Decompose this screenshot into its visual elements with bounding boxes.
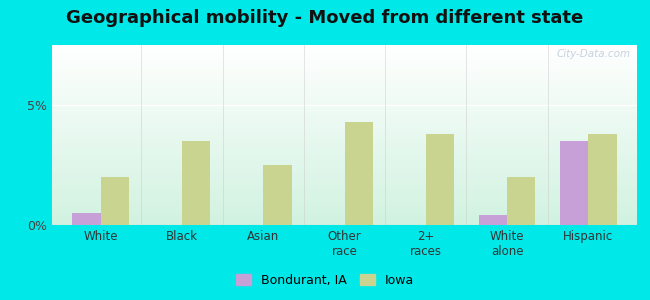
Bar — [588, 134, 617, 225]
Bar — [507, 177, 536, 225]
Bar — [263, 165, 292, 225]
Legend: Bondurant, IA, Iowa: Bondurant, IA, Iowa — [233, 270, 417, 291]
Bar — [101, 177, 129, 225]
Text: Geographical mobility - Moved from different state: Geographical mobility - Moved from diffe… — [66, 9, 584, 27]
Bar — [478, 215, 507, 225]
Bar — [72, 213, 101, 225]
Bar — [426, 134, 454, 225]
Text: City-Data.com: City-Data.com — [557, 49, 631, 58]
Bar — [344, 122, 373, 225]
Bar — [182, 141, 211, 225]
Bar — [560, 141, 588, 225]
